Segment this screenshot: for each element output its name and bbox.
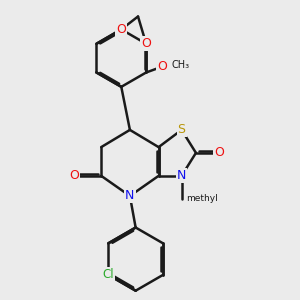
Text: methyl: methyl — [186, 194, 218, 203]
Text: N: N — [125, 189, 135, 203]
Text: O: O — [214, 146, 224, 159]
Text: S: S — [178, 123, 186, 136]
Text: Cl: Cl — [103, 268, 114, 281]
Text: CH₃: CH₃ — [171, 60, 189, 70]
Text: O: O — [116, 23, 126, 36]
Text: N: N — [177, 169, 186, 182]
Text: O: O — [157, 60, 167, 73]
Text: O: O — [141, 37, 151, 50]
Text: O: O — [69, 169, 79, 182]
